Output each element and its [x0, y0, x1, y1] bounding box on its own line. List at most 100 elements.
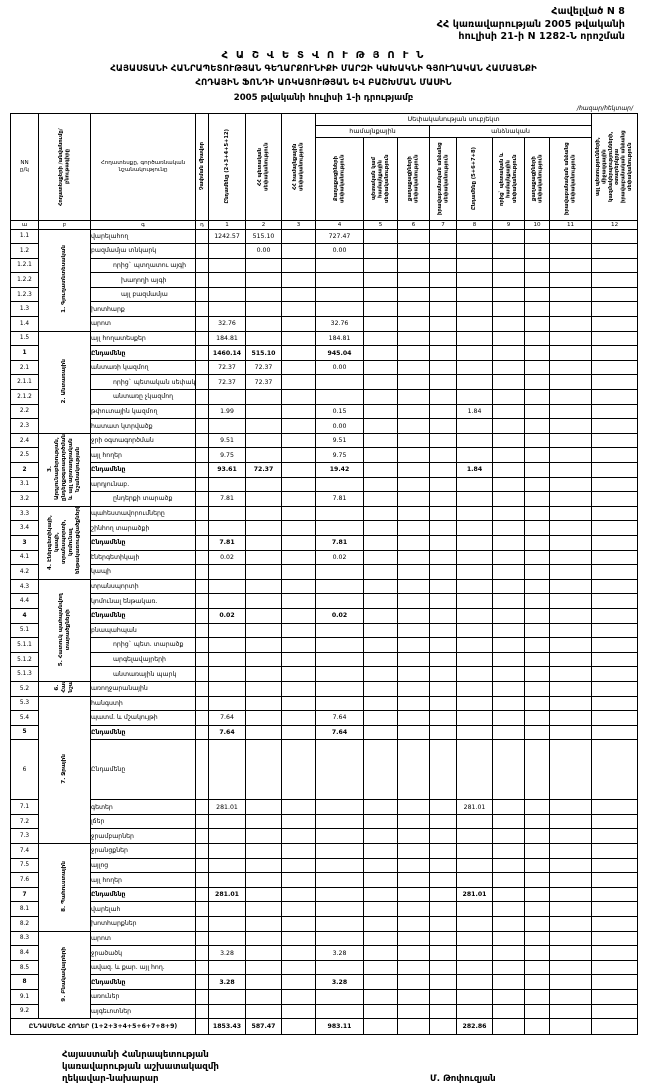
- cell-c9: [492, 974, 525, 990]
- row-unit: [195, 872, 209, 888]
- cell-c6: [397, 593, 430, 609]
- row-number: 4.2: [10, 564, 39, 580]
- cell-c12: [591, 710, 639, 726]
- cell-c5: [363, 843, 398, 859]
- cell-c3: [281, 491, 316, 507]
- cell-c1: [208, 301, 246, 318]
- row-number: 3: [10, 534, 39, 551]
- cell-c4: [315, 622, 364, 639]
- cell-c9: [492, 534, 525, 551]
- header-col-6: քաղաքացիների սեփականություն: [397, 136, 430, 221]
- cell-c8: [456, 710, 493, 726]
- row-label: պահեստավորումները: [90, 505, 196, 522]
- cell-c10: [524, 622, 550, 639]
- cell-c11: [548, 872, 593, 888]
- cell-c12: [591, 272, 639, 288]
- cell-c5: [363, 549, 398, 566]
- cell-c7: [429, 418, 457, 434]
- document-subtitle-1: ՀԱՅԱՍՏԱՆԻ ՀԱՆՐԱՊԵՏՈՒԹՅԱՆ ԳԵՂԱՐՔՈՒՆԻՔԻ ՄԱ…: [110, 63, 537, 74]
- cell-c8: [456, 695, 493, 712]
- cell-c11: [548, 695, 593, 712]
- column-number-7: 3: [281, 219, 316, 230]
- cell-c5: [363, 272, 398, 288]
- cell-c10: [524, 564, 550, 580]
- cell-c4: 9.75: [315, 447, 364, 463]
- appendix-line-3: հուլիսի 21-ի N 1282-Ն որոշման: [458, 31, 625, 42]
- row-unit: [195, 462, 209, 478]
- group-label-g9: 9. Բնակավայրերի: [38, 930, 91, 1020]
- row-unit: [195, 505, 209, 522]
- row-label: Ընդամենը: [90, 886, 196, 903]
- cell-c6: [397, 389, 430, 405]
- cell-c3: [281, 813, 316, 830]
- cell-c5: [363, 286, 398, 303]
- cell-c11: [548, 974, 593, 990]
- cell-c9: [492, 828, 525, 845]
- row-unit: [195, 930, 209, 947]
- cell-c12: [591, 666, 639, 682]
- cell-c4: 0.00: [315, 243, 364, 259]
- cell-c3: [281, 520, 316, 536]
- cell-c12: [591, 418, 639, 434]
- cell-c11: [548, 403, 593, 420]
- cell-c6: [397, 651, 430, 668]
- grand-total-c8: 282.86: [456, 1018, 493, 1036]
- cell-c10: [524, 989, 550, 1005]
- table-row: 8.3 9. Բնակավայրերի արոտ: [10, 930, 639, 1020]
- cell-c1: [208, 695, 246, 712]
- cell-c4: [315, 637, 364, 653]
- cell-c9: [492, 301, 525, 318]
- cell-c10: [524, 491, 550, 507]
- cell-c3: [281, 886, 316, 903]
- row-unit: [195, 974, 209, 990]
- cell-c10: [524, 534, 550, 551]
- header-ownership-subject: Սեփականության սուբյեկտ: [314, 112, 593, 126]
- cell-c11: [548, 301, 593, 318]
- cell-c9: [492, 578, 525, 595]
- cell-c1: [208, 989, 246, 1005]
- grand-total-c4: 983.11: [315, 1018, 364, 1036]
- cell-c5: [363, 886, 398, 903]
- group-label-g3: 3. Արդյունաբերության, ընդերքօգտագործման …: [38, 432, 91, 507]
- cell-c6: [397, 418, 430, 434]
- table-foot: ԸՆԴԱՄԵՆԸ ՀՈՂԵՐ (1+2+3+4+5+6+7+8+9) 1853.…: [10, 1018, 639, 1036]
- cell-c7: [429, 243, 457, 259]
- row-unit: [195, 901, 209, 918]
- cell-c3: [281, 330, 316, 347]
- row-unit: [195, 622, 209, 639]
- table-row: 5.1.1 որից` պետ. տարածք: [10, 637, 639, 653]
- row-number: 1.2: [10, 243, 39, 259]
- row-number: 5.4: [10, 710, 39, 726]
- table-row: 2.4 3. Արդյունաբերության, ընդերքօգտագործմ…: [10, 432, 639, 507]
- cell-c8: [456, 1003, 493, 1020]
- cell-c12: [591, 476, 639, 493]
- row-unit: [195, 389, 209, 405]
- cell-c8: [456, 828, 493, 845]
- cell-c8: [456, 243, 493, 259]
- table-row: 8.4 ջրածածկ 3.28 3.28: [10, 945, 639, 961]
- cell-c7: [429, 447, 457, 463]
- cell-c9: [492, 901, 525, 918]
- cell-c6: [397, 491, 430, 507]
- cell-c9: [492, 724, 525, 741]
- cell-c3: [281, 432, 316, 449]
- cell-c4: 7.81: [315, 491, 364, 507]
- row-number: 3.4: [10, 520, 39, 536]
- cell-c10: [524, 710, 550, 726]
- cell-c12: [591, 1003, 639, 1020]
- table-row: 4.2 կապի: [10, 564, 639, 580]
- cell-c2: [245, 301, 282, 318]
- cell-c8: [456, 813, 493, 830]
- cell-c11: [548, 564, 593, 580]
- cell-c12: [591, 403, 639, 420]
- row-number: 2.1: [10, 359, 39, 376]
- row-number: 2.4: [10, 432, 39, 449]
- cell-c1: 1.99: [208, 403, 246, 420]
- cell-c9: [492, 857, 525, 874]
- row-unit: [195, 316, 209, 332]
- cell-c2: 0.00: [245, 243, 282, 259]
- cell-c5: [363, 534, 398, 551]
- cell-c8: [456, 432, 493, 449]
- header-col-2: ՀՀ պետական սեփականություն: [245, 112, 282, 221]
- group-label-g1: 1. Գյուղատնտեսական: [38, 228, 91, 332]
